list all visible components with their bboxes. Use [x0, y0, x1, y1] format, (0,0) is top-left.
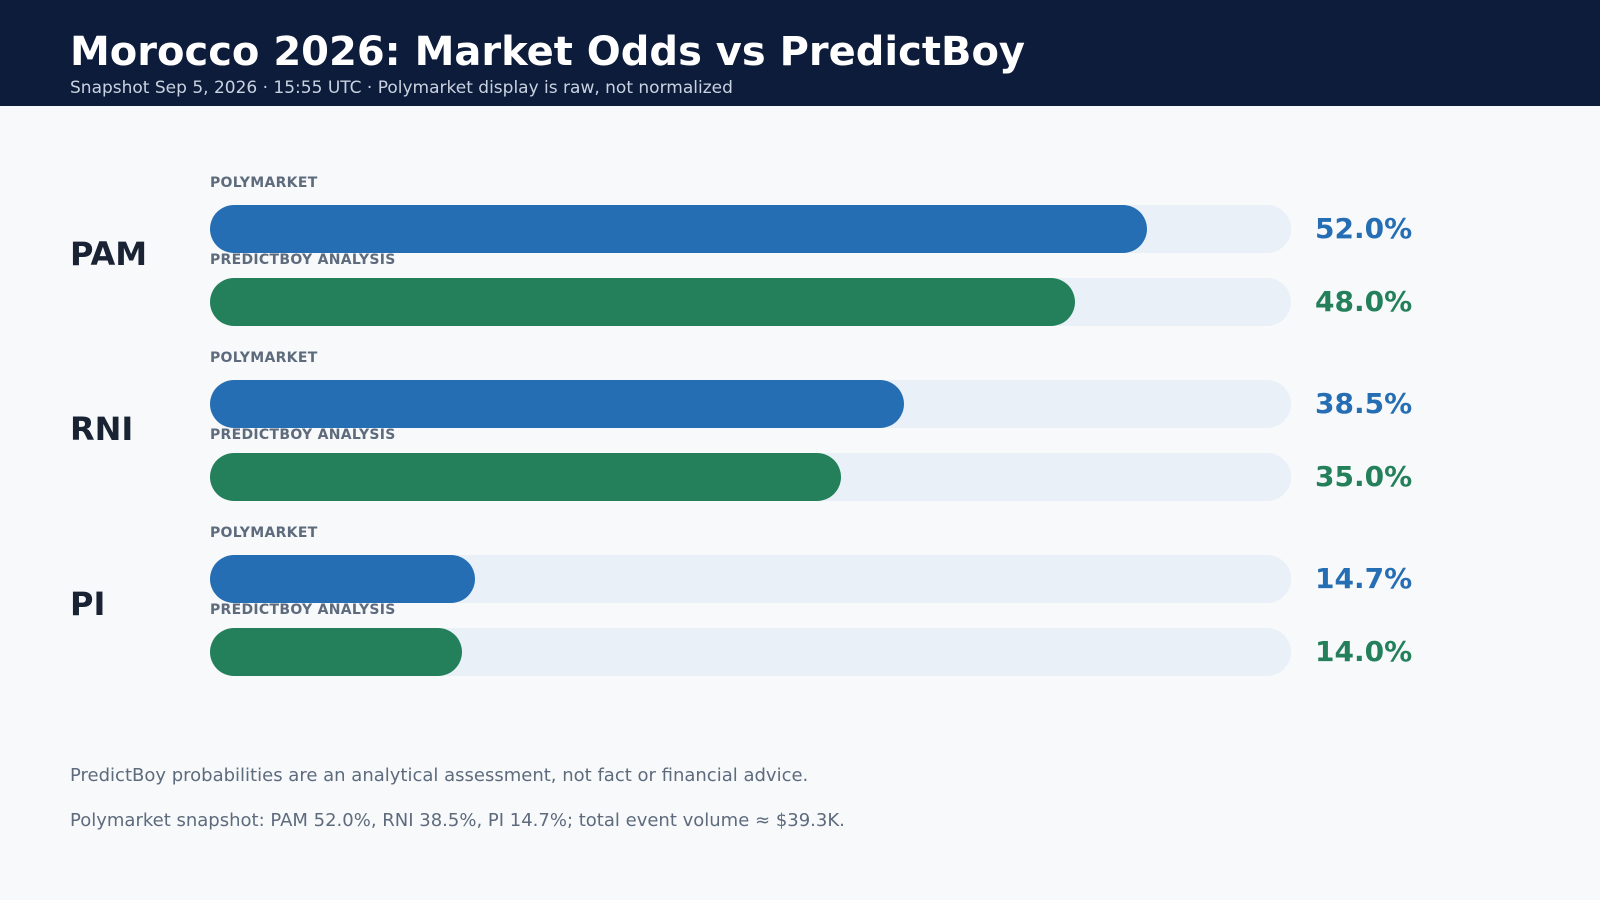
party-label-pam: PAM: [70, 235, 148, 273]
market-bar-pi: [210, 555, 475, 603]
analysis-value-pam: 48.0%: [1315, 285, 1413, 318]
analysis-bar-track-pi: [210, 628, 1291, 676]
market-bar-track-pam: [210, 205, 1291, 253]
market-bar-rni: [210, 380, 904, 428]
market-value-rni: 38.5%: [1315, 387, 1413, 420]
analysis-source-label-pi: PREDICTBOY ANALYSIS: [210, 602, 396, 618]
market-source-label-pi: POLYMARKET: [210, 525, 318, 541]
page-subtitle: Snapshot Sep 5, 2026 · 15:55 UTC · Polym…: [70, 78, 733, 98]
analysis-bar-pi: [210, 628, 462, 676]
header-banner: Morocco 2026: Market Odds vs PredictBoy …: [0, 0, 1600, 106]
market-bar-pam: [210, 205, 1147, 253]
market-value-pam: 52.0%: [1315, 212, 1413, 245]
analysis-value-pi: 14.0%: [1315, 635, 1413, 668]
analysis-bar-pam: [210, 278, 1075, 326]
market-value-pi: 14.7%: [1315, 562, 1413, 595]
party-label-rni: RNI: [70, 410, 134, 448]
analysis-value-rni: 35.0%: [1315, 460, 1413, 493]
analysis-source-label-rni: PREDICTBOY ANALYSIS: [210, 427, 396, 443]
page-title: Morocco 2026: Market Odds vs PredictBoy: [70, 29, 1025, 75]
analysis-bar-track-pam: [210, 278, 1291, 326]
market-bar-track-rni: [210, 380, 1291, 428]
analysis-bar-rni: [210, 453, 841, 501]
market-source-label-rni: POLYMARKET: [210, 350, 318, 366]
disclaimer-note: PredictBoy probabilities are an analytic…: [70, 765, 809, 786]
analysis-bar-track-rni: [210, 453, 1291, 501]
snapshot-note: Polymarket snapshot: PAM 52.0%, RNI 38.5…: [70, 810, 845, 831]
party-label-pi: PI: [70, 585, 106, 623]
market-bar-track-pi: [210, 555, 1291, 603]
market-source-label-pam: POLYMARKET: [210, 175, 318, 191]
analysis-source-label-pam: PREDICTBOY ANALYSIS: [210, 252, 396, 268]
